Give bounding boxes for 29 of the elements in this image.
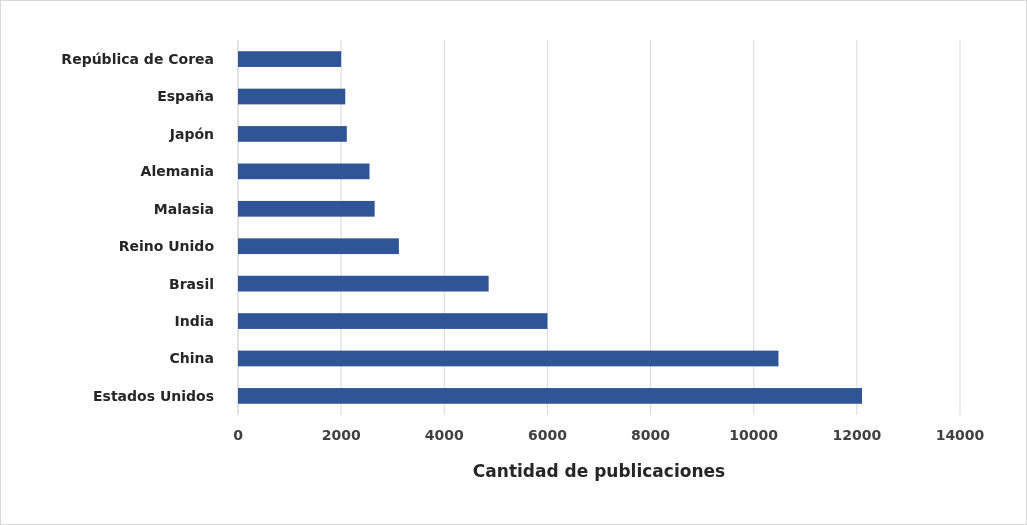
y-tick-label: India	[174, 312, 214, 329]
bar	[238, 313, 548, 329]
x-tick-label: 4000	[424, 427, 465, 443]
bar	[238, 88, 346, 105]
bar	[238, 388, 863, 404]
y-tick-label: Japón	[168, 125, 214, 142]
y-tick-label: Malasia	[153, 200, 214, 217]
y-tick-label: Brasil	[169, 275, 214, 292]
y-tick-label: Estados Unidos	[93, 387, 214, 404]
x-tick-label: 2000	[321, 427, 361, 443]
y-tick-label: España	[157, 88, 214, 105]
bar	[238, 51, 342, 67]
x-tick-label: 0	[233, 427, 244, 443]
x-tick-label: 6000	[527, 427, 568, 443]
bar	[238, 126, 347, 142]
y-tick-label: Alemania	[140, 163, 214, 180]
y-tick-label: República de Corea	[61, 50, 214, 67]
bar	[238, 350, 779, 367]
y-tick-label: Reino Unido	[118, 238, 215, 255]
bar	[238, 238, 399, 255]
x-tick-label: 10000	[729, 427, 779, 443]
y-tick-label: China	[169, 350, 214, 367]
x-axis-title: Cantidad de publicaciones	[472, 461, 726, 481]
x-tick-label: 8000	[631, 427, 671, 443]
x-tick-label: 14000	[935, 427, 985, 443]
bar	[238, 275, 489, 292]
x-tick-label: 12000	[832, 427, 882, 443]
bar	[238, 200, 375, 217]
bar	[238, 163, 370, 180]
